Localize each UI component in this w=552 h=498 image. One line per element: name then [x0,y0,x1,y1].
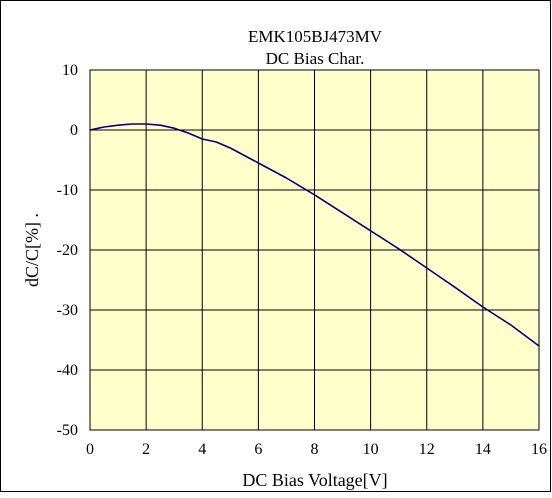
chart-title: EMK105BJ473MV [248,27,383,46]
y-tick-labels: 10 0 -10 -20 -30 -40 -50 [57,62,78,439]
y-tick-label: 10 [62,62,78,79]
x-tick-labels: 0 2 4 6 8 10 12 14 16 [86,441,547,458]
x-tick-label: 14 [475,441,491,458]
x-tick-label: 8 [311,441,319,458]
y-axis-label: dC/C[%] . [22,213,42,287]
x-tick-label: 6 [254,441,262,458]
y-tick-label: -50 [57,422,78,439]
x-axis-label: DC Bias Voltage[V] [242,470,387,490]
y-tick-label: -40 [57,362,78,379]
x-tick-label: 4 [198,441,206,458]
x-tick-label: 0 [86,441,94,458]
series-line [89,123,540,347]
grid-lines [90,70,539,430]
y-tick-label: -10 [57,182,78,199]
y-tick-label: -20 [57,242,78,259]
series-layer [89,123,540,347]
x-tick-label: 12 [419,441,435,458]
y-tick-label: -30 [57,302,78,319]
x-tick-label: 16 [531,441,547,458]
x-tick-label: 10 [363,441,379,458]
y-tick-label: 0 [70,122,78,139]
x-tick-label: 2 [142,441,150,458]
chart-subtitle: DC Bias Char. [266,49,365,68]
